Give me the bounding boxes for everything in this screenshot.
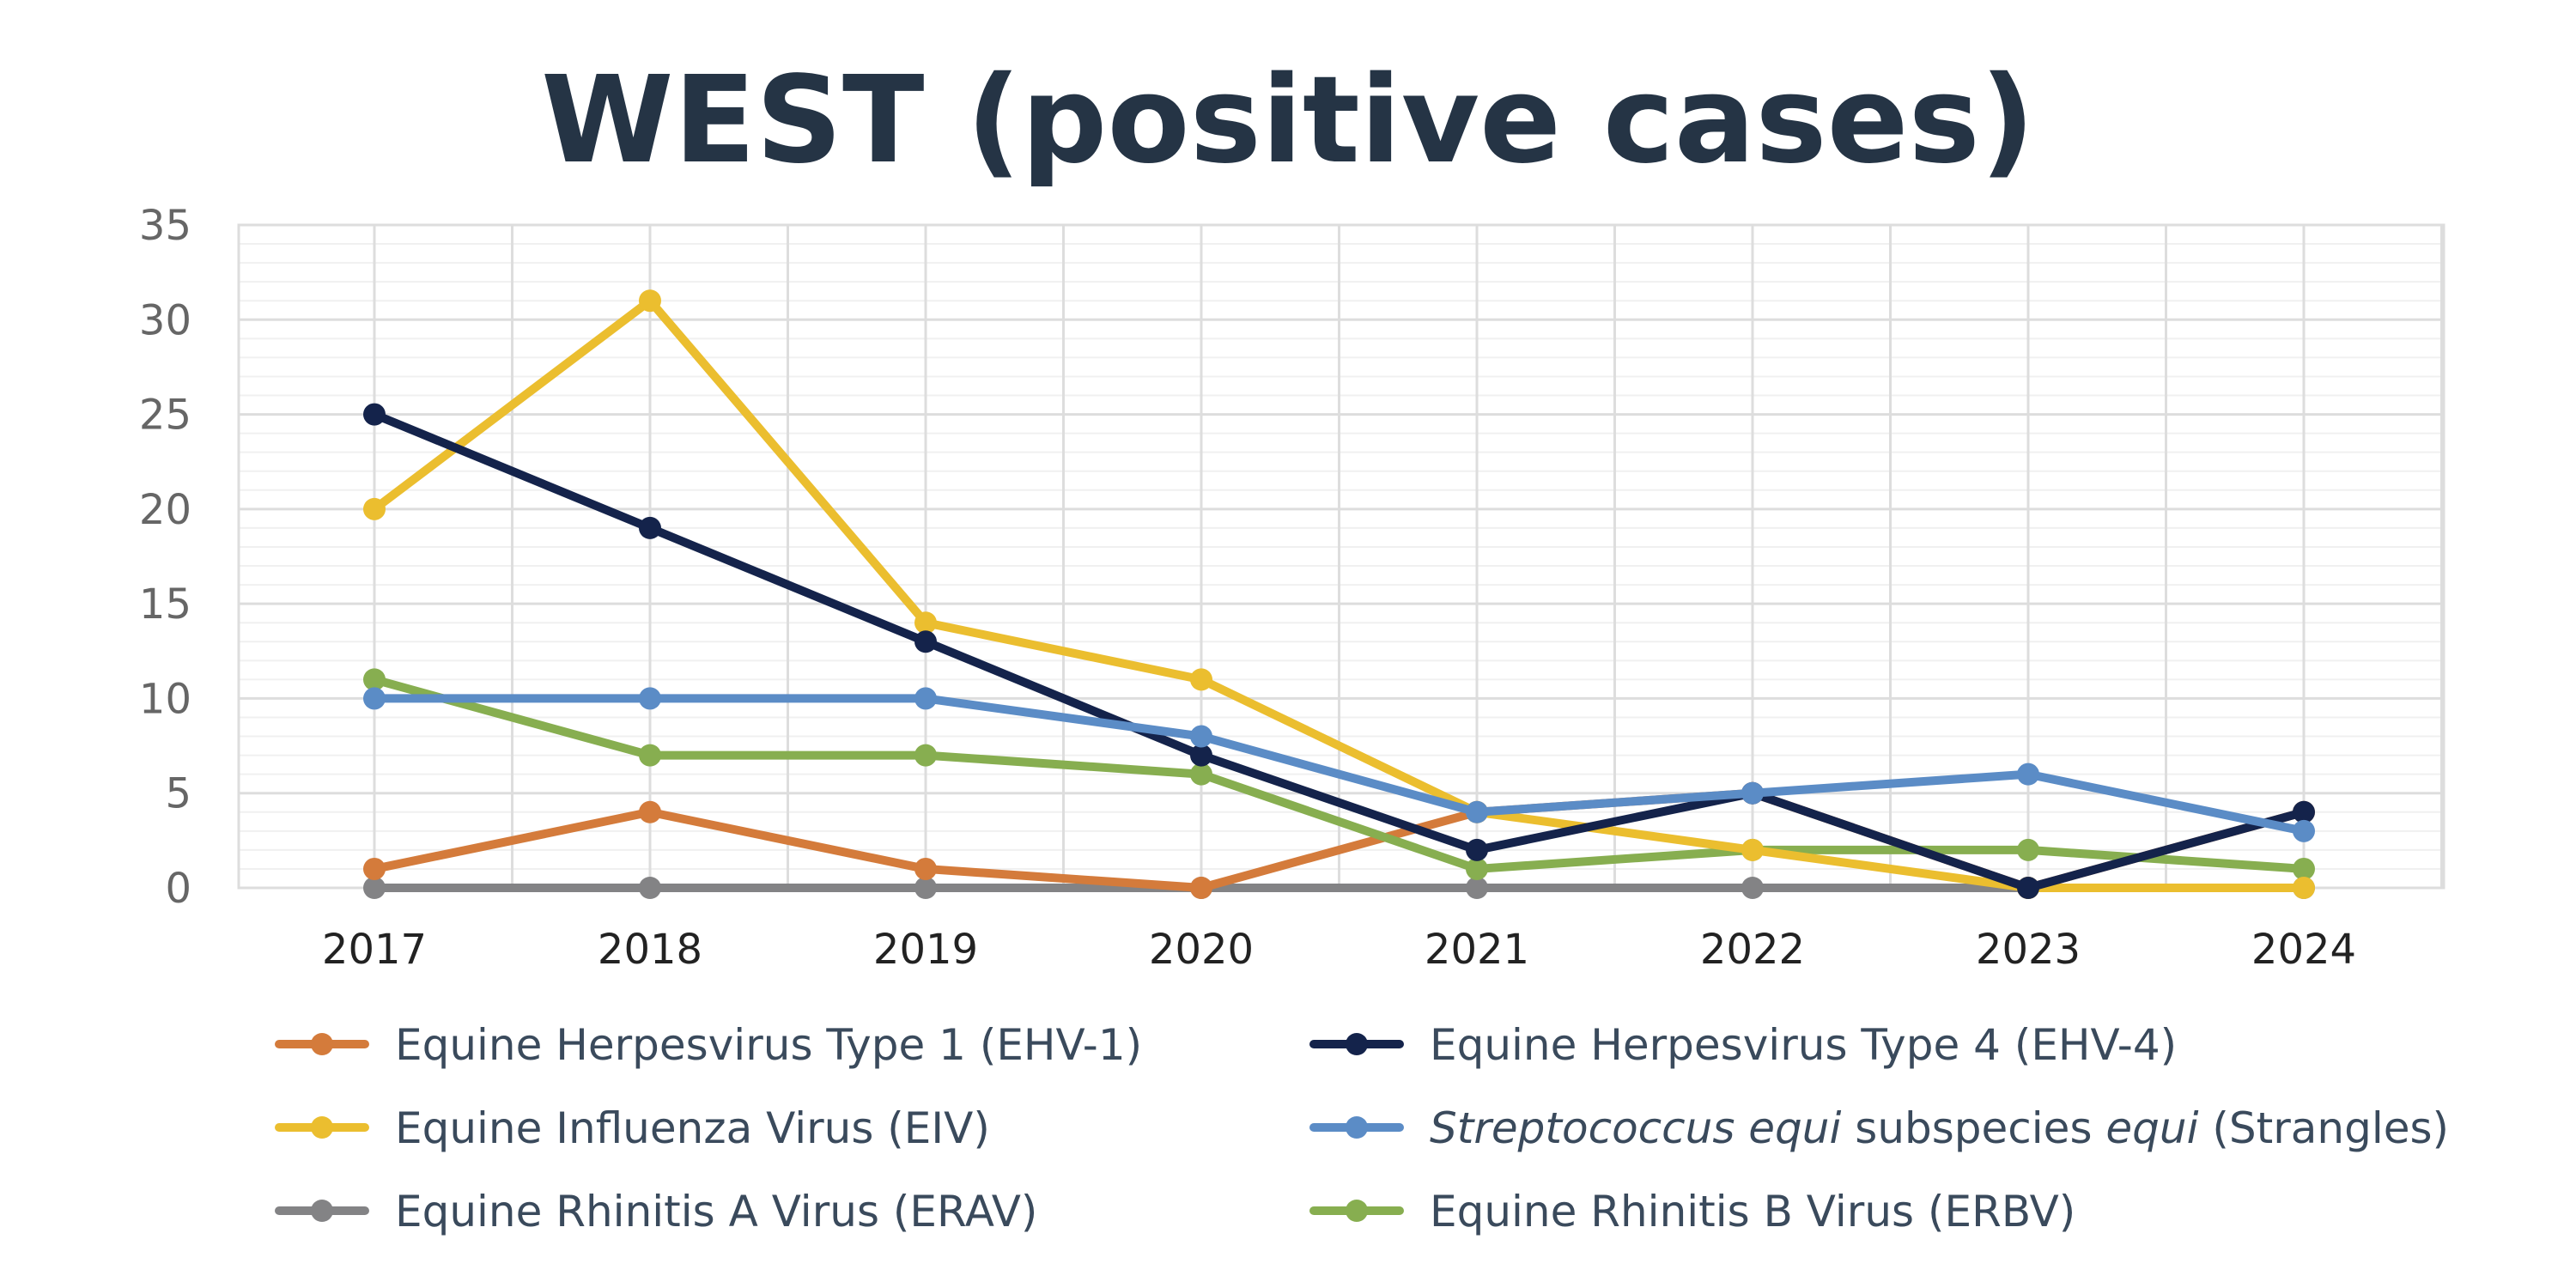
- legend-swatch-marker: [1346, 1200, 1368, 1222]
- data-point: [1190, 744, 1212, 767]
- x-tick-label: 2018: [598, 926, 702, 974]
- data-point: [914, 744, 937, 767]
- series-lines: [363, 289, 2315, 899]
- x-tick-label: 2020: [1149, 926, 1254, 974]
- data-point: [2293, 857, 2315, 880]
- legend-swatch-marker: [311, 1200, 333, 1222]
- data-point: [2293, 819, 2315, 842]
- legend-item: Streptococcus equi subspecies equi (Stra…: [1309, 1103, 2449, 1153]
- y-tick-label: 10: [139, 675, 191, 723]
- data-point: [914, 611, 937, 635]
- data-point: [1466, 857, 1488, 880]
- data-point: [639, 744, 661, 767]
- x-tick-label: 2023: [1976, 926, 2081, 974]
- data-point: [363, 497, 386, 520]
- data-point: [914, 630, 937, 653]
- x-tick-label: 2017: [322, 926, 427, 974]
- legend-swatch-marker: [311, 1116, 333, 1139]
- legend-label: Streptococcus equi subspecies equi (Stra…: [1430, 1103, 2449, 1153]
- data-point: [1466, 877, 1488, 899]
- legend-item: Equine Rhinitis B Virus (ERBV): [1309, 1187, 2075, 1236]
- data-point: [1466, 838, 1488, 861]
- axes: 0 5 10 15 20 25 30 35 2017 2018 2019 2020 2021 2022 20…: [139, 202, 2356, 974]
- legend-label: Equine Herpesvirus Type 4 (EHV-4): [1430, 1020, 2177, 1070]
- y-tick-label: 15: [139, 580, 191, 629]
- legend-swatch-marker: [1346, 1033, 1368, 1055]
- series-3: [363, 687, 2315, 842]
- data-point: [363, 403, 386, 426]
- x-tick-label: 2024: [2251, 926, 2356, 974]
- legend: Equine Herpesvirus Type 1 (EHV-1) Equine …: [275, 1020, 2449, 1236]
- chart-title: WEST (positive cases): [541, 51, 2035, 191]
- legend-swatch-marker: [1346, 1116, 1368, 1139]
- legend-label: Equine Rhinitis A Virus (ERAV): [395, 1187, 1037, 1236]
- data-point: [1741, 838, 1764, 861]
- data-point: [363, 687, 386, 710]
- data-point: [363, 668, 386, 691]
- data-point: [2293, 877, 2315, 899]
- data-point: [1190, 668, 1212, 691]
- x-tick-label: 2021: [1425, 926, 1529, 974]
- legend-label: Equine Rhinitis B Virus (ERBV): [1430, 1187, 2075, 1236]
- y-tick-label: 5: [165, 770, 191, 818]
- data-point: [2017, 762, 2039, 786]
- data-point: [2017, 877, 2039, 899]
- data-point: [914, 687, 937, 710]
- x-tick-label: 2022: [1700, 926, 1805, 974]
- data-point: [639, 687, 661, 710]
- data-point: [1466, 800, 1488, 823]
- data-point: [639, 877, 661, 899]
- legend-label: Equine Influenza Virus (EIV): [395, 1103, 990, 1153]
- y-tick-label: 0: [165, 865, 191, 913]
- series-line: [370, 410, 2308, 892]
- data-point: [1190, 725, 1212, 748]
- data-point: [2293, 800, 2315, 823]
- y-tick-label: 25: [139, 392, 191, 440]
- x-tick-label: 2019: [873, 926, 978, 974]
- series-line: [370, 296, 2308, 892]
- legend-label: Equine Herpesvirus Type 1 (EHV-1): [395, 1020, 1142, 1070]
- legend-item: Equine Influenza Virus (EIV): [275, 1103, 990, 1153]
- series-line: [370, 694, 2308, 835]
- y-tick-label: 30: [139, 296, 191, 344]
- data-point: [639, 516, 661, 539]
- data-point: [2017, 838, 2039, 861]
- y-tick-label: 35: [139, 202, 191, 250]
- data-point: [363, 877, 386, 899]
- data-point: [914, 877, 937, 899]
- y-tick-label: 20: [139, 486, 191, 534]
- data-point: [639, 800, 661, 823]
- data-point: [1190, 762, 1212, 786]
- legend-item: Equine Herpesvirus Type 1 (EHV-1): [275, 1020, 1142, 1070]
- data-point: [363, 857, 386, 880]
- data-point: [1190, 877, 1212, 899]
- data-point: [1741, 877, 1764, 899]
- data-point: [1741, 781, 1764, 805]
- legend-swatch-marker: [311, 1033, 333, 1055]
- data-point: [914, 857, 937, 880]
- series-line: [370, 675, 2308, 873]
- legend-item: Equine Herpesvirus Type 4 (EHV-4): [1309, 1020, 2177, 1070]
- data-point: [639, 289, 661, 313]
- legend-item: Equine Rhinitis A Virus (ERAV): [275, 1187, 1037, 1236]
